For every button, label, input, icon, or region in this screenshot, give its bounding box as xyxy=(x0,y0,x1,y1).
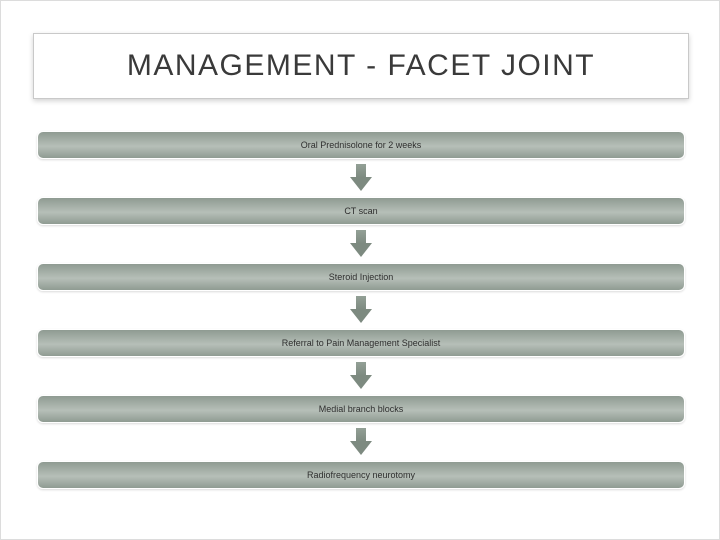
flow-step: Referral to Pain Management Specialist xyxy=(37,329,685,357)
flow-step-label: CT scan xyxy=(344,206,377,216)
flow-step-label: Steroid Injection xyxy=(329,272,394,282)
arrow-down-icon xyxy=(350,362,372,390)
flow-step: Radiofrequency neurotomy xyxy=(37,461,685,489)
flow-step: Steroid Injection xyxy=(37,263,685,291)
page-title: MANAGEMENT - FACET JOINT xyxy=(127,49,595,83)
arrow-down-icon xyxy=(350,230,372,258)
arrow-down-icon xyxy=(350,164,372,192)
slide: MANAGEMENT - FACET JOINT Oral Prednisolo… xyxy=(0,0,720,540)
flow-arrow-wrap xyxy=(37,225,685,263)
flowchart: Oral Prednisolone for 2 weeks CT scan St… xyxy=(37,131,685,489)
flow-step-label: Oral Prednisolone for 2 weeks xyxy=(301,140,422,150)
flow-arrow-wrap xyxy=(37,423,685,461)
arrow-down-icon xyxy=(350,428,372,456)
flow-arrow-wrap xyxy=(37,159,685,197)
flow-arrow-wrap xyxy=(37,357,685,395)
flow-arrow-wrap xyxy=(37,291,685,329)
flow-step: Oral Prednisolone for 2 weeks xyxy=(37,131,685,159)
flow-step-label: Radiofrequency neurotomy xyxy=(307,470,415,480)
flow-step-label: Referral to Pain Management Specialist xyxy=(282,338,441,348)
flow-step: Medial branch blocks xyxy=(37,395,685,423)
title-box: MANAGEMENT - FACET JOINT xyxy=(33,33,689,99)
arrow-down-icon xyxy=(350,296,372,324)
flow-step-label: Medial branch blocks xyxy=(319,404,404,414)
flow-step: CT scan xyxy=(37,197,685,225)
